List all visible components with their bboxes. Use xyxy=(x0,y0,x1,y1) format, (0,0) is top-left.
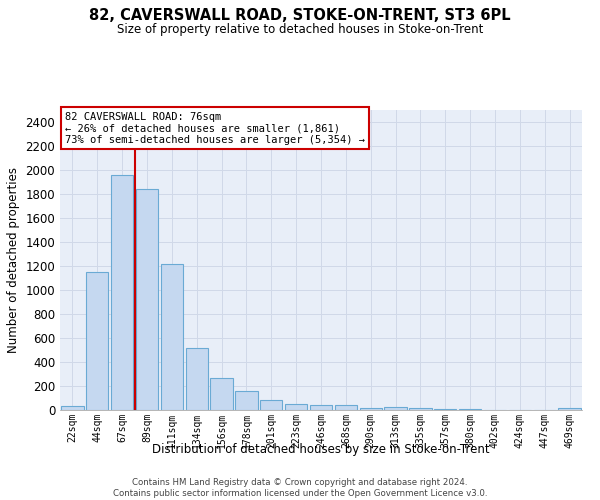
Bar xyxy=(161,264,183,410)
Bar xyxy=(559,408,581,410)
Bar xyxy=(211,378,233,410)
Text: Distribution of detached houses by size in Stoke-on-Trent: Distribution of detached houses by size … xyxy=(152,442,490,456)
Text: 82 CAVERSWALL ROAD: 76sqm
← 26% of detached houses are smaller (1,861)
73% of se: 82 CAVERSWALL ROAD: 76sqm ← 26% of detac… xyxy=(65,112,365,144)
Bar xyxy=(185,348,208,410)
Bar xyxy=(335,405,357,410)
Bar xyxy=(310,405,332,410)
Bar xyxy=(235,392,257,410)
Bar xyxy=(409,408,431,410)
Bar xyxy=(136,189,158,410)
Bar xyxy=(385,408,407,410)
Bar xyxy=(285,404,307,410)
Bar xyxy=(86,272,109,410)
Bar xyxy=(260,400,283,410)
Y-axis label: Number of detached properties: Number of detached properties xyxy=(7,167,20,353)
Bar xyxy=(111,175,133,410)
Text: Size of property relative to detached houses in Stoke-on-Trent: Size of property relative to detached ho… xyxy=(117,22,483,36)
Text: Contains HM Land Registry data © Crown copyright and database right 2024.
Contai: Contains HM Land Registry data © Crown c… xyxy=(113,478,487,498)
Text: 82, CAVERSWALL ROAD, STOKE-ON-TRENT, ST3 6PL: 82, CAVERSWALL ROAD, STOKE-ON-TRENT, ST3… xyxy=(89,8,511,22)
Bar xyxy=(61,406,83,410)
Bar xyxy=(359,408,382,410)
